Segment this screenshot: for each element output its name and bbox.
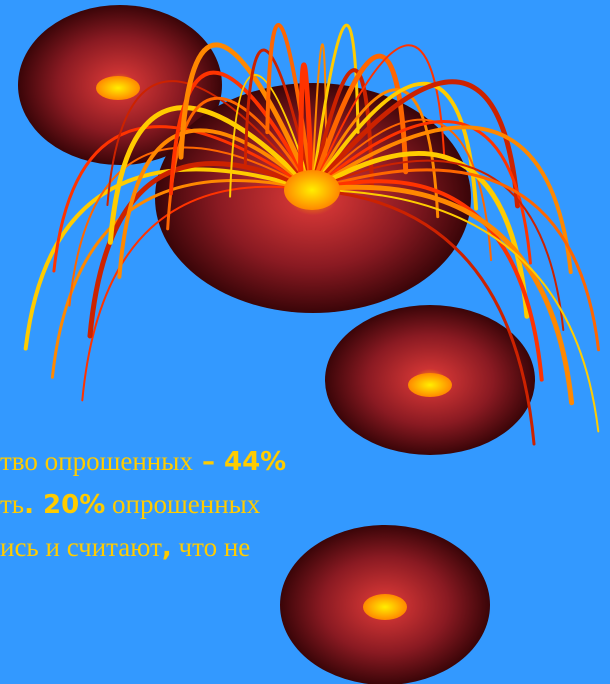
decoration-front (280, 170, 490, 684)
text-line: ть. 20% опрошенных (0, 489, 261, 520)
ray (310, 68, 375, 193)
ray (229, 74, 313, 198)
text-line: тво опрошенных – 44% (0, 446, 286, 477)
ray (52, 125, 314, 273)
body-text: тво опрошенных – 44% ть. 20% опрошенных ис… (0, 446, 286, 563)
ray (23, 167, 314, 351)
text-run: ись и считают (0, 532, 162, 562)
ray (178, 42, 315, 193)
ray (168, 70, 314, 196)
ray (310, 168, 601, 352)
ray (309, 53, 409, 193)
text-run: , (162, 533, 172, 563)
ray (68, 146, 313, 307)
text-run: тво опрошенных (0, 446, 193, 476)
ray (311, 159, 565, 331)
ray (310, 125, 573, 275)
ray (309, 79, 521, 209)
ray (107, 105, 315, 245)
text-run: . 20% (24, 490, 105, 520)
ray (310, 81, 479, 211)
text-line: ись и считают, что не (0, 532, 250, 563)
text-run: – 44% (193, 447, 286, 477)
ray (81, 185, 313, 402)
ray (310, 188, 536, 446)
ray (106, 80, 313, 207)
text-run: ть (0, 489, 24, 519)
ray (243, 48, 314, 192)
ray (87, 161, 315, 339)
ray (310, 120, 532, 265)
ray (311, 44, 446, 191)
text-run: опрошенных (105, 489, 261, 519)
ray (309, 184, 575, 406)
ray (311, 189, 600, 433)
rays (23, 23, 601, 446)
ray (298, 62, 315, 193)
text-run: что не (172, 532, 250, 562)
